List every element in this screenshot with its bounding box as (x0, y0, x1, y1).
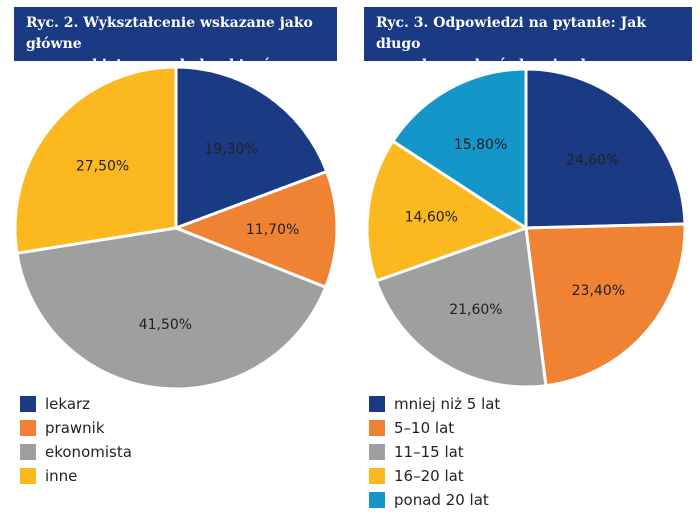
pie-chart-tenure: 24,60% 23,40% 21,60% 14,60% 15,80% (365, 67, 687, 389)
legend-item-5-10-lat: 5–10 lat (369, 416, 500, 440)
chart-panel-education: Ryc. 2. Wykształcenie wskazane jako głów… (13, 7, 339, 488)
chart-panel-tenure: Ryc. 3. Odpowiedzi na pytanie: Jak długo… (355, 0, 700, 515)
legend-label: prawnik (45, 419, 105, 437)
legend-label: 16–20 lat (394, 467, 464, 485)
legend-item-ekonomista: ekonomista (20, 440, 132, 464)
legend-swatch (369, 468, 385, 484)
data-label-inne: 27,50% (76, 158, 129, 174)
legend-education: lekarz prawnik ekonomista inne (20, 392, 132, 488)
legend-label: inne (45, 467, 78, 485)
legend-swatch (369, 396, 385, 412)
legend-label: ponad 20 lat (394, 491, 489, 509)
pie-slice-ponad-20-lat (390, 67, 528, 231)
data-label-5-10-lat: 23,40% (572, 283, 625, 299)
data-label-ekonomista: 41,50% (139, 317, 192, 333)
data-label-11-15-lat: 21,60% (449, 302, 502, 318)
pie-slice-mniej-niż-5-lat (524, 67, 687, 230)
legend-label: lekarz (45, 395, 91, 413)
legend-item-ponad-20-lat: ponad 20 lat (369, 488, 500, 512)
pie-slice-11-15-lat (374, 225, 548, 389)
pie-chart-education: 19,30% 11,70% 41,50% 27,50% (13, 65, 339, 390)
legend-item-prawnik: prawnik (20, 416, 132, 440)
legend-item-mniej-niż-5-lat: mniej niż 5 lat (369, 392, 500, 416)
pie-slice-ekonomista (15, 226, 328, 390)
data-label-16-20-lat: 14,60% (405, 210, 458, 226)
legend-item-16-20-lat: 16–20 lat (369, 464, 500, 488)
chart-title: Ryc. 2. Wykształcenie wskazane jako głów… (14, 7, 337, 73)
pie-slice-lekarz (174, 65, 329, 231)
legend-swatch (369, 420, 385, 436)
data-label-lekarz: 19,30% (204, 142, 257, 158)
data-label-prawnik: 11,70% (246, 222, 299, 238)
legend-swatch (369, 444, 385, 460)
legend-label: 5–10 lat (394, 419, 455, 437)
pie-slice-inne (13, 65, 178, 255)
legend-label: ekonomista (45, 443, 132, 461)
legend-label: 11–15 lat (394, 443, 464, 461)
legend-swatch (20, 444, 36, 460)
legend-tenure: mniej niż 5 lat 5–10 lat 11–15 lat 16–20 la… (369, 392, 500, 512)
data-label-mniej-niż-5-lat: 24,60% (566, 153, 619, 169)
legend-item-11-15-lat: 11–15 lat (369, 440, 500, 464)
legend-swatch (20, 396, 36, 412)
pie-slice-prawnik (171, 169, 339, 290)
pie-slice-5-10-lat (524, 222, 687, 388)
legend-swatch (20, 420, 36, 436)
legend-item-lekarz: lekarz (20, 392, 132, 416)
legend-item-inne: inne (20, 464, 132, 488)
data-label-ponad-20-lat: 15,80% (454, 137, 507, 153)
legend-swatch (369, 492, 385, 508)
pie-slice-16-20-lat (365, 139, 530, 283)
legend-swatch (20, 468, 36, 484)
legend-label: mniej niż 5 lat (394, 395, 501, 413)
